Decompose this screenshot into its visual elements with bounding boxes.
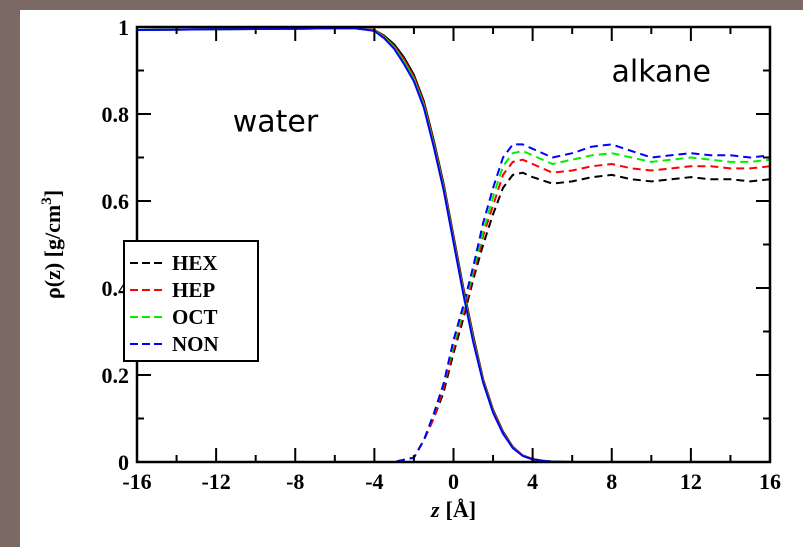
x-tick-label: -4 (365, 469, 383, 494)
legend-label-oct: OCT (172, 305, 218, 329)
legend: HEX HEP OCT NON (123, 240, 259, 362)
x-axis-variable: z (430, 497, 440, 522)
x-tick-label: 16 (759, 469, 781, 494)
y-tick-label: 0.6 (102, 189, 130, 214)
x-tick-label: 4 (527, 469, 538, 494)
axis-ticks (136, 26, 771, 463)
x-tick-label: -12 (201, 469, 230, 494)
series-line-non-water (136, 27, 770, 463)
x-tick-label: -8 (286, 469, 304, 494)
figure-frame: -16 -12 -8 -4 0 4 8 12 16 0 0.2 0.4 0.6 0.8 1 z [Å] ρ(z… (20, 10, 803, 547)
x-tick-label: -16 (122, 469, 151, 494)
y-tick-label: 0.2 (102, 363, 130, 388)
annotation-water: water (233, 104, 319, 139)
y-axis-label: ρ(z) [g/cm3] (39, 190, 65, 299)
legend-label-hex: HEX (172, 251, 218, 275)
x-tick-label: 12 (680, 469, 702, 494)
x-tick-label: 8 (606, 469, 617, 494)
series-line-non-alkane (137, 143, 771, 463)
annotation-alkane: alkane (611, 54, 710, 89)
y-tick-label: 0.8 (102, 102, 130, 127)
legend-label-non: NON (172, 332, 219, 356)
series-layer (136, 27, 771, 463)
legend-box (123, 240, 259, 362)
legend-label-hep: HEP (172, 278, 215, 302)
y-tick-label: 0 (118, 450, 129, 475)
y-axis-label-superscript: 3 (39, 197, 55, 205)
y-axis-label-suffix: ] (40, 190, 65, 197)
x-axis-unit: [Å] (446, 497, 477, 522)
y-tick-label: 1 (118, 15, 129, 40)
series-line-oct-alkane (137, 150, 771, 463)
x-tick-label: 0 (448, 469, 459, 494)
x-axis-label: z [Å] (430, 497, 476, 522)
y-axis-label-prefix: ρ(z) [g/cm (40, 205, 65, 299)
